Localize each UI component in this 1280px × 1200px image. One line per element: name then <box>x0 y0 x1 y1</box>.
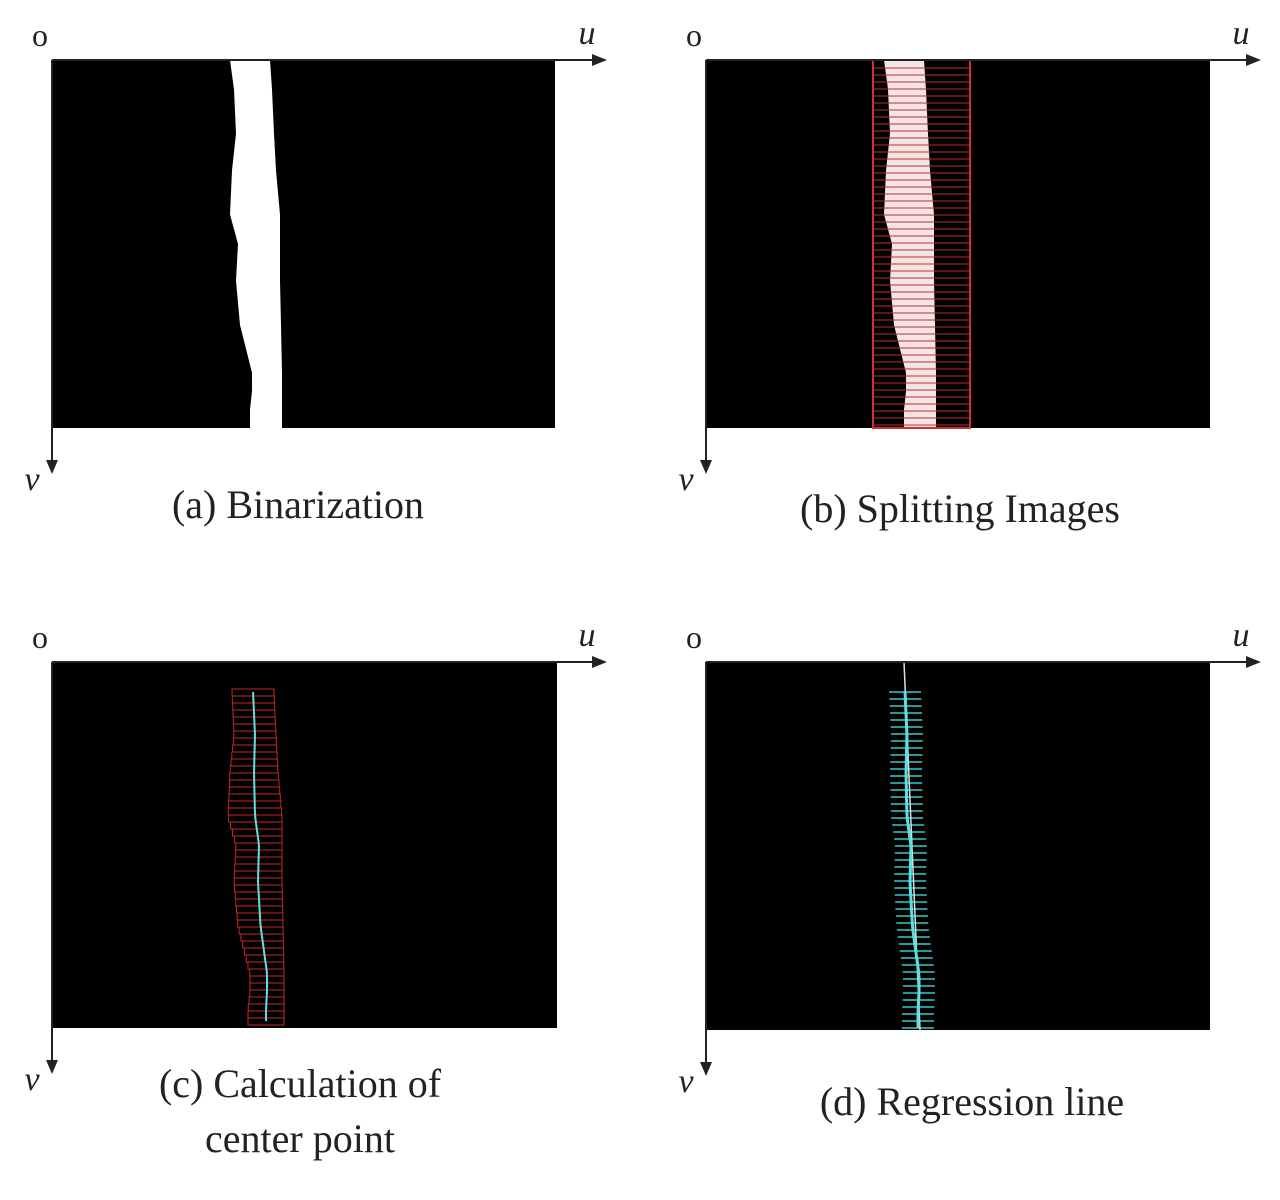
v-arrow <box>46 1060 58 1074</box>
caption: (b) Splitting Images <box>800 486 1120 531</box>
origin-label: o <box>32 619 48 655</box>
u-label: u <box>1233 15 1250 52</box>
crack <box>230 60 282 428</box>
v-label: v <box>24 461 40 498</box>
v-label: v <box>24 1061 40 1098</box>
panel: o u v (d) Regression line <box>678 617 1261 1124</box>
v-label: v <box>678 461 694 498</box>
panel: o u v (a) Binarization <box>24 15 607 527</box>
origin-label: o <box>32 17 48 53</box>
v-arrow <box>700 460 712 474</box>
u-arrow <box>592 656 607 668</box>
panel: o u v (c) Calculation of center point <box>24 617 607 1161</box>
v-arrow <box>46 460 58 474</box>
panel: o u v (b) Splitting Images <box>678 15 1261 531</box>
u-label: u <box>579 15 596 52</box>
center-line <box>252 691 268 1021</box>
image <box>52 662 557 1028</box>
image <box>706 662 1210 1030</box>
caption: center point <box>205 1116 395 1161</box>
u-arrow <box>592 54 607 66</box>
image <box>706 60 1210 428</box>
v-arrow <box>700 1062 712 1076</box>
u-label: u <box>1233 617 1250 654</box>
origin-label: o <box>686 17 702 53</box>
caption: (d) Regression line <box>820 1079 1124 1124</box>
v-label: v <box>678 1063 694 1100</box>
caption: (a) Binarization <box>172 482 424 527</box>
center-line <box>903 691 921 1028</box>
u-label: u <box>579 617 596 654</box>
caption: (c) Calculation of <box>159 1061 442 1106</box>
u-arrow <box>1246 656 1261 668</box>
u-arrow <box>1246 54 1261 66</box>
origin-label: o <box>686 619 702 655</box>
image <box>52 60 555 428</box>
